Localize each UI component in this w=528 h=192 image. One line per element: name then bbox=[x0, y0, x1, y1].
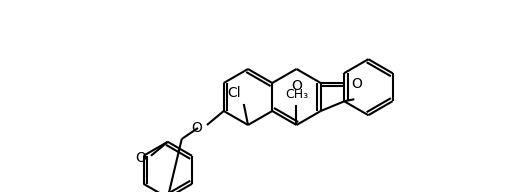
Text: CH₃: CH₃ bbox=[285, 88, 308, 101]
Text: Cl: Cl bbox=[227, 86, 241, 100]
Text: O: O bbox=[352, 77, 362, 91]
Text: O: O bbox=[291, 79, 302, 93]
Text: O: O bbox=[191, 121, 202, 135]
Text: O: O bbox=[135, 151, 146, 165]
